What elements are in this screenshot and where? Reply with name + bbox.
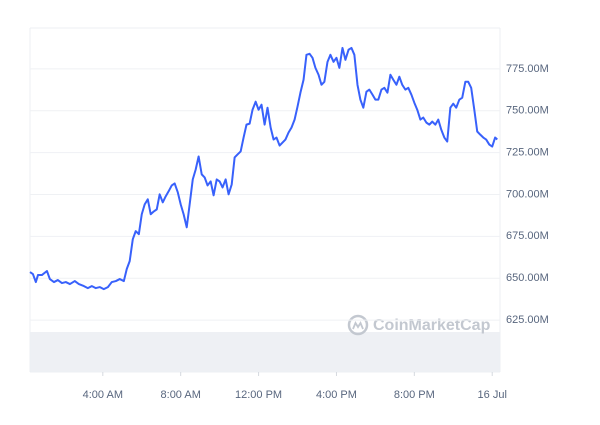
x-tick-label: 12:00 PM — [235, 389, 282, 401]
watermark-logo — [347, 314, 369, 336]
price-line — [29, 46, 498, 291]
volume-band — [30, 332, 500, 372]
x-tick-label: 8:00 PM — [394, 389, 435, 401]
watermark: CoinMarketCap — [373, 317, 491, 334]
y-tick-label: 700.00M — [506, 188, 549, 200]
y-tick-label: 775.00M — [506, 63, 549, 75]
y-tick-label: 675.00M — [506, 230, 549, 242]
y-tick-label: 625.00M — [506, 314, 549, 326]
y-tick-label: 750.00M — [506, 105, 549, 117]
x-tick-label: 4:00 AM — [83, 389, 123, 401]
y-tick-label: 650.00M — [506, 272, 549, 284]
x-tick-label: 8:00 AM — [161, 389, 201, 401]
x-tick-label: 4:00 PM — [316, 389, 357, 401]
y-tick-label: 725.00M — [506, 147, 549, 159]
x-tick-label: 16 Jul — [478, 389, 507, 401]
